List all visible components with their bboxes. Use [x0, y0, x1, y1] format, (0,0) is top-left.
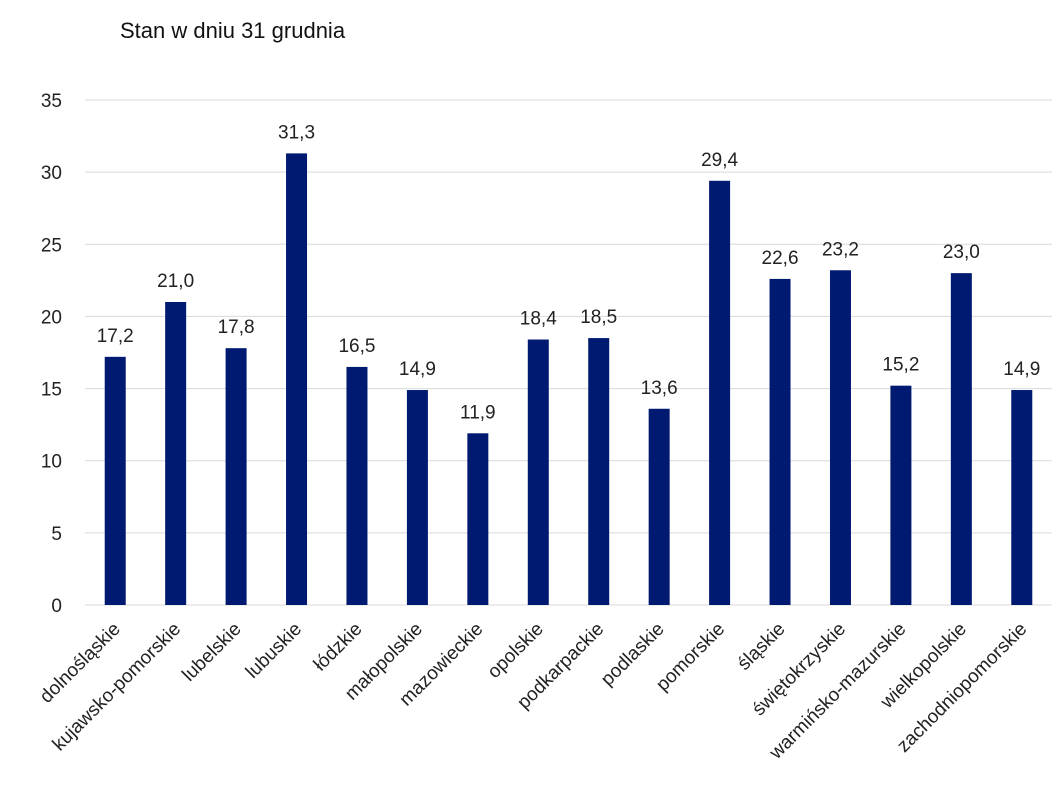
data-label: 14,9 — [399, 359, 436, 380]
bar — [225, 348, 247, 605]
bar — [829, 270, 851, 605]
y-tick-label: 30 — [41, 163, 62, 184]
data-label: 29,4 — [701, 150, 738, 171]
data-label: 14,9 — [1003, 359, 1040, 380]
bar — [527, 339, 549, 605]
bar — [709, 180, 731, 606]
data-label: 31,3 — [278, 122, 315, 143]
chart-title: Stan w dniu 31 grudnia — [120, 18, 346, 43]
x-tick-label: śląskie — [734, 619, 790, 675]
bar — [286, 153, 308, 605]
bar — [1011, 390, 1033, 605]
data-label: 17,8 — [218, 317, 255, 338]
y-tick-label: 15 — [41, 380, 62, 401]
x-axis: dolnośląskiekujawsko-pomorskielubelskiel… — [36, 619, 1031, 764]
x-tick-label: łódzkie — [310, 619, 367, 676]
bar — [588, 338, 610, 605]
bar — [769, 278, 791, 605]
y-tick-label: 20 — [41, 307, 62, 328]
y-tick-label: 10 — [41, 452, 62, 473]
data-label: 23,0 — [943, 242, 980, 263]
data-label: 18,4 — [520, 309, 557, 330]
data-label: 18,5 — [580, 307, 617, 328]
data-labels: 17,2 21,0 17,8 31,3 16,5 14,9 11,9 18,4 18,5 13,6… — [97, 122, 1041, 423]
y-axis: 0 5 10 15 20 25 30 35 — [41, 91, 62, 617]
bar — [165, 302, 187, 605]
y-tick-label: 35 — [41, 91, 62, 112]
data-label: 13,6 — [641, 378, 678, 399]
x-tick-label: lubelskie — [178, 619, 245, 686]
x-tick-label: lubuskie — [242, 619, 306, 683]
data-label: 17,2 — [97, 326, 134, 347]
bar — [648, 408, 670, 605]
bar — [346, 366, 368, 605]
data-label: 21,0 — [157, 271, 194, 292]
data-label: 15,2 — [882, 355, 919, 376]
data-label: 22,6 — [762, 248, 799, 269]
bar — [406, 390, 428, 605]
bar — [104, 356, 126, 605]
data-label: 16,5 — [338, 336, 375, 357]
y-tick-label: 5 — [51, 524, 62, 545]
bar — [950, 273, 972, 605]
bar — [467, 433, 489, 605]
y-tick-label: 25 — [41, 235, 62, 256]
data-label: 23,2 — [822, 239, 859, 260]
y-tick-label: 0 — [51, 596, 62, 617]
bar — [890, 385, 912, 605]
data-label: 11,9 — [460, 402, 496, 423]
bars — [104, 153, 1033, 606]
